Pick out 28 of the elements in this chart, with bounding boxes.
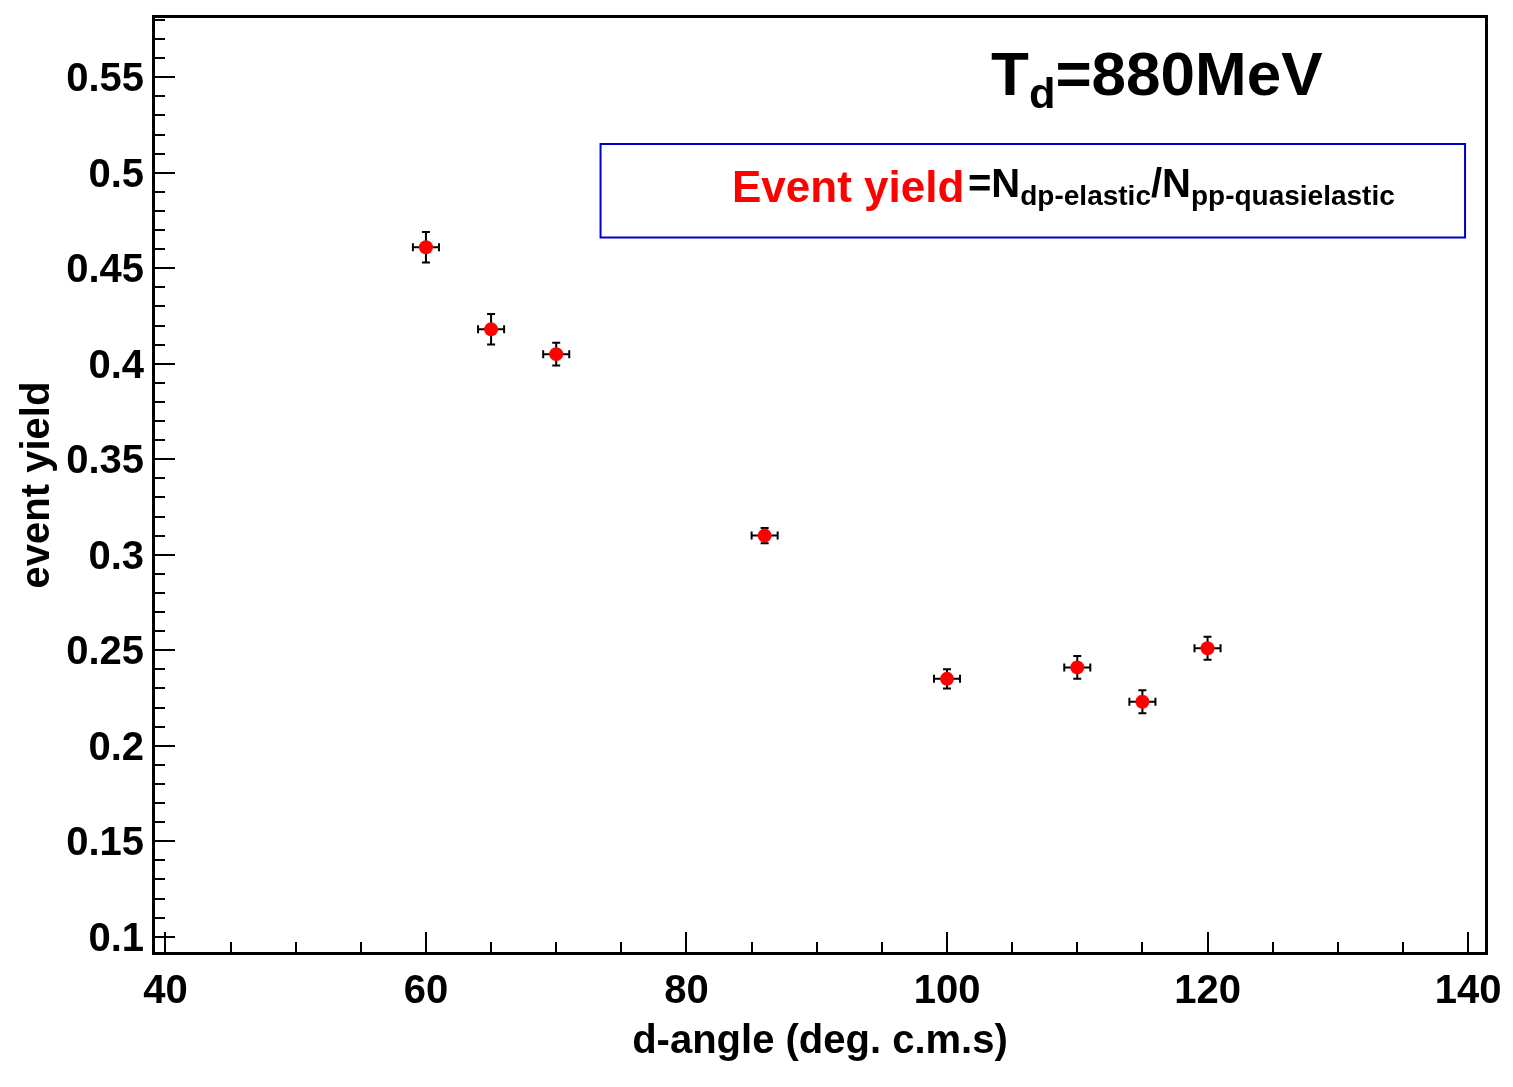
annotation: =N$_{dp-elastic}$/N$_{pp-quasielastic}$ [968, 161, 1395, 212]
point [1200, 641, 1215, 656]
x-tick-label: 140 [1434, 967, 1502, 1011]
point [1135, 694, 1150, 709]
point [940, 671, 955, 686]
point [1070, 660, 1085, 675]
x-axis-title: d-angle (deg. c.m.s) [632, 1016, 1008, 1061]
y-tick-label: 0.25 [66, 628, 144, 673]
x-tick-label: 80 [664, 967, 709, 1011]
y-tick-label: 0.4 [88, 341, 145, 386]
x-tick-label: 100 [913, 967, 981, 1011]
x-tick-label: 60 [403, 967, 449, 1011]
y-axis-title: event yield [12, 381, 57, 589]
point [418, 240, 433, 255]
annotation: Event yield [732, 162, 965, 211]
annotation: T$_{d}$=880MeV [991, 39, 1323, 118]
point [549, 347, 564, 362]
y-tick-label: 0.35 [66, 437, 144, 482]
y-tick-label: 0.55 [66, 55, 144, 100]
y-tick-label: 0.1 [88, 914, 144, 959]
y-tick-label: 0.2 [88, 723, 144, 768]
y-tick-label: 0.3 [88, 532, 144, 577]
x-tick-label: 120 [1174, 967, 1241, 1011]
y-tick-label: 0.45 [66, 246, 144, 291]
x-tick-label: 40 [143, 967, 188, 1011]
y-tick-label: 0.15 [66, 819, 144, 864]
point [484, 322, 499, 337]
y-tick-label: 0.5 [88, 150, 144, 195]
